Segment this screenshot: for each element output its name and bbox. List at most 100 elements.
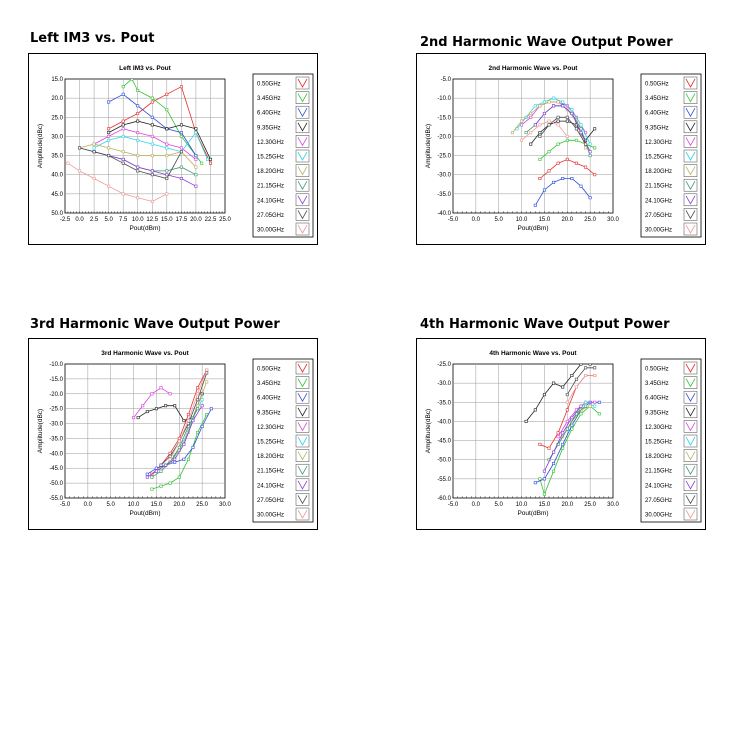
series-point — [200, 425, 204, 429]
y-tick-label: -35.0 — [437, 400, 451, 406]
series-27.05GHz — [77, 146, 183, 181]
legend-swatch — [683, 507, 698, 521]
series-point — [533, 408, 537, 412]
series-point — [552, 180, 556, 184]
series-point — [584, 400, 588, 404]
legend-label: 24.10GHz — [645, 483, 672, 489]
series-point — [570, 423, 574, 427]
y-tick-label: -10.0 — [49, 362, 63, 368]
series-point — [186, 419, 190, 423]
series-point — [579, 412, 583, 416]
series-30.00GHz — [520, 119, 569, 142]
chart-title: 4th Harmonic Wave vs. Pout — [489, 350, 577, 357]
series-line — [566, 367, 595, 395]
legend-swatch — [683, 493, 698, 506]
series-point — [570, 177, 574, 181]
series-point — [107, 100, 111, 104]
series-point — [136, 88, 140, 92]
series-line — [67, 162, 167, 202]
legend-label: 24.10GHz — [257, 483, 284, 489]
series-point — [154, 469, 158, 473]
series-point — [588, 150, 592, 154]
series-27.05GHz — [538, 115, 588, 146]
legend-swatch-line — [297, 122, 308, 132]
series-point — [196, 431, 200, 435]
legend-swatch-line — [297, 151, 308, 161]
legend-label: 6.40GHz — [645, 396, 669, 402]
series-point — [136, 154, 140, 158]
x-tick-label: -5.0 — [448, 217, 459, 223]
x-tick-label: 5.0 — [107, 502, 116, 508]
series-point — [570, 111, 574, 115]
series-point — [561, 177, 565, 181]
legend-swatch — [295, 376, 310, 389]
series-line — [108, 86, 211, 164]
series-point — [107, 154, 111, 158]
series-point — [196, 407, 200, 411]
series-point — [196, 398, 200, 402]
legend-swatch-line — [297, 480, 308, 490]
series-point — [593, 146, 597, 150]
y-tick-label: -15.0 — [49, 377, 63, 383]
chart-panel-2nd-harmonic: 2nd Harmonic Wave vs. Pout -5.0 0.0 5.0 10.0… — [416, 53, 706, 245]
series-point — [191, 445, 195, 449]
legend-swatch-line — [297, 495, 308, 505]
series-9.35GHz — [107, 119, 213, 161]
series-point — [556, 431, 560, 435]
series-point — [565, 119, 569, 123]
y-tick-label: 40.0 — [51, 173, 63, 179]
legend-swatch-line — [685, 122, 696, 132]
legend-swatch — [295, 434, 310, 448]
series-point — [529, 111, 533, 115]
series-point — [179, 131, 183, 135]
series-point — [584, 404, 588, 408]
series-point — [561, 100, 565, 104]
chart-panel-im3: Left IM3 vs. Pout -2.5 0.0 2.5 5.0 7.5 10.0 12.… — [28, 53, 318, 245]
series-point — [579, 404, 583, 408]
legend-swatch — [295, 478, 310, 492]
series-point — [92, 146, 96, 150]
legend-swatch — [683, 208, 698, 221]
series-point — [584, 366, 588, 370]
legend-swatch-line — [685, 93, 696, 103]
series-24.10GHz — [145, 404, 204, 479]
legend-swatch-line — [685, 407, 696, 417]
y-tick-label: -30.0 — [437, 173, 451, 179]
legend-swatch-line — [685, 151, 696, 161]
x-tick-label: 12.5 — [146, 217, 158, 223]
series-line — [539, 405, 600, 496]
legend-swatch — [295, 135, 310, 148]
series-point — [182, 419, 186, 423]
series-point — [136, 131, 140, 135]
series-point — [556, 119, 560, 123]
legend-label: 21.15GHz — [257, 184, 284, 190]
legend-swatch — [683, 164, 698, 177]
y-tick-label: 30.0 — [51, 134, 63, 140]
series-point — [165, 169, 169, 173]
x-axis-label: Pout(dBm) — [129, 225, 160, 232]
x-tick-label: 17.5 — [176, 217, 188, 223]
series-line — [521, 120, 568, 141]
legend-swatch — [683, 434, 698, 448]
series-line — [525, 364, 591, 422]
legend-swatch-line — [297, 224, 308, 234]
legend-swatch-line — [685, 78, 696, 88]
series-point — [209, 407, 213, 411]
x-tick-label: 10.0 — [132, 217, 144, 223]
legend-swatch — [295, 178, 310, 192]
legend-swatch-line — [297, 181, 308, 191]
series-point — [186, 457, 190, 461]
series-point — [584, 373, 588, 377]
x-tick-label: 5.0 — [495, 502, 504, 508]
series-line — [137, 393, 203, 422]
legend-swatch — [683, 449, 698, 462]
series-point — [556, 123, 560, 127]
y-tick-label: 25.0 — [51, 115, 63, 121]
series-point — [542, 393, 546, 397]
series-point — [121, 127, 125, 131]
series-point — [556, 435, 560, 439]
legend-label: 9.35GHz — [645, 410, 669, 416]
series-point — [538, 477, 542, 481]
chart-heading-1: Left IM3 vs. Pout — [30, 31, 155, 46]
series-point — [66, 161, 70, 165]
